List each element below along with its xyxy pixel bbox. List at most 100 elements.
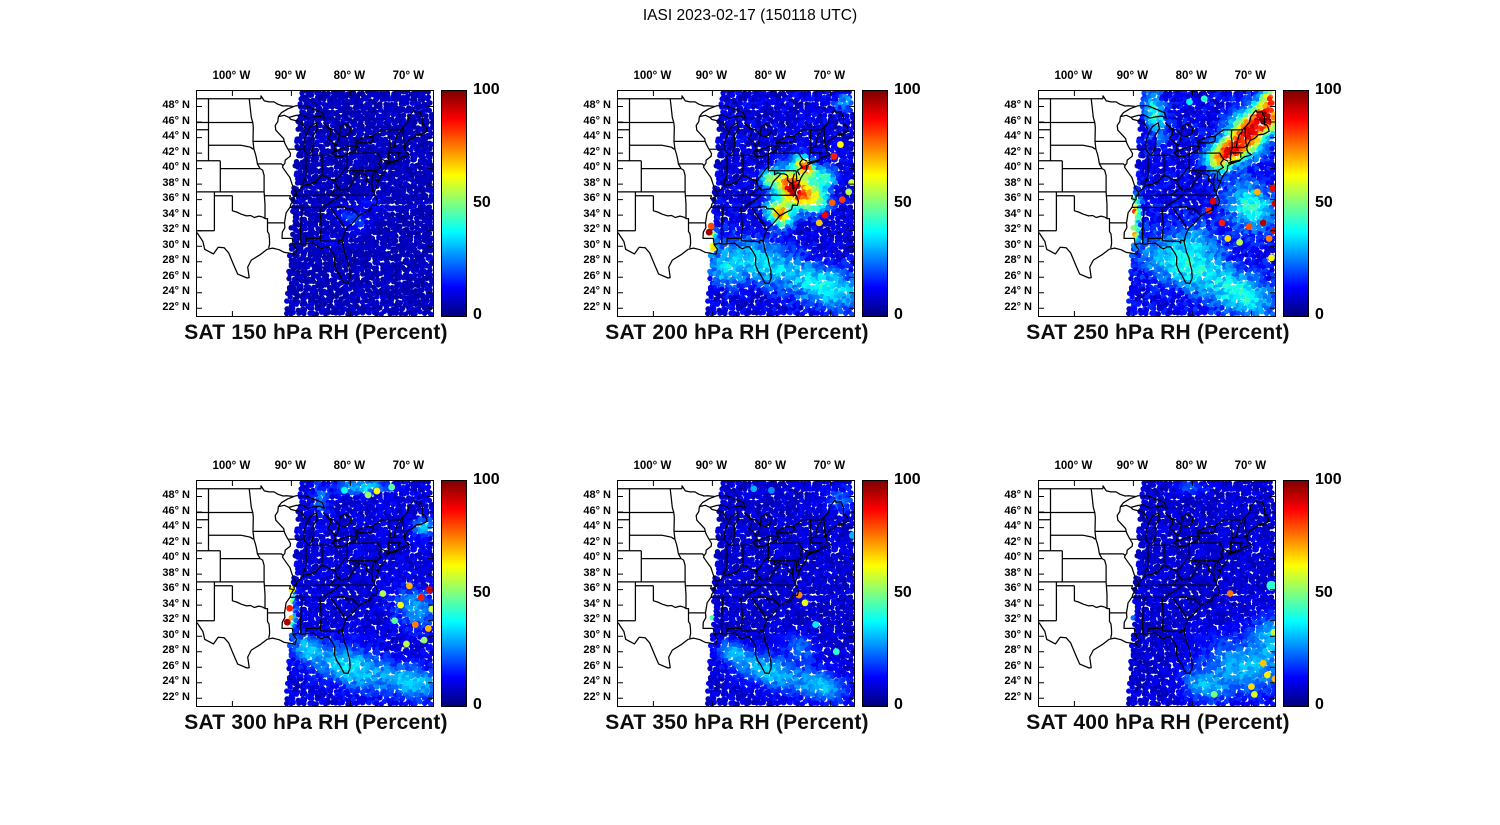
lat-axis-label: 44° N [162, 520, 190, 533]
lat-axis-label: 42° N [162, 535, 190, 548]
lat-axis-label: 30° N [583, 238, 611, 251]
colorbar-min-label: 0 [1315, 306, 1324, 323]
colorbar [862, 90, 888, 317]
lat-axis-label: 44° N [583, 130, 611, 143]
lat-axis-label: 34° N [583, 597, 611, 610]
colorbar [441, 480, 467, 707]
figure-title: IASI 2023-02-17 (150118 UTC) [642, 7, 858, 24]
lat-axis-label: 36° N [1004, 192, 1032, 205]
rh-swath-canvas [618, 91, 854, 316]
lat-axis-label: 40° N [1004, 551, 1032, 564]
lat-axis-label: 42° N [162, 145, 190, 158]
colorbar-mid-label: 50 [473, 193, 491, 211]
lat-axis-label: 48° N [1004, 489, 1032, 502]
axis-ticks [618, 481, 854, 706]
lon-axis-label: 100° W [1054, 70, 1093, 82]
axis-ticks [197, 481, 433, 706]
lat-axis-label: 36° N [162, 192, 190, 205]
lat-axis-label: 38° N [1004, 176, 1032, 189]
lon-axis-label: 90° W [695, 70, 728, 82]
lat-axis-label: 46° N [583, 504, 611, 517]
lat-axis-label: 28° N [1004, 254, 1032, 267]
lat-axis-label: 32° N [1004, 223, 1032, 236]
lon-axis-label: 90° W [1116, 70, 1149, 82]
lat-axis-label: 40° N [583, 551, 611, 564]
lat-axis-label: 42° N [583, 145, 611, 158]
rh-swath-canvas [618, 481, 854, 706]
state-borders-map [197, 91, 433, 316]
state-borders-map [618, 91, 854, 316]
lat-axis-label: 22° N [583, 300, 611, 313]
lat-axis-label: 32° N [1004, 613, 1032, 626]
lat-axis-label: 32° N [583, 223, 611, 236]
lon-axis-label: 80° W [754, 70, 787, 82]
lon-axis-label: 80° W [333, 70, 366, 82]
lat-axis-label: 48° N [162, 99, 190, 112]
lon-axis-label: 100° W [212, 70, 251, 82]
lat-axis-label: 38° N [162, 566, 190, 579]
lat-axis-label: 48° N [583, 489, 611, 502]
colorbar-min-label: 0 [894, 696, 903, 713]
lat-axis-label: 42° N [1004, 145, 1032, 158]
colorbar-gradient [1284, 481, 1308, 706]
lat-axis-label: 38° N [1004, 566, 1032, 579]
colorbar-min-label: 0 [473, 696, 482, 713]
lon-axis-label: 90° W [1116, 460, 1149, 472]
lat-axis-label: 44° N [1004, 130, 1032, 143]
lat-axis-label: 32° N [162, 613, 190, 626]
colorbar-max-label: 100 [1315, 471, 1342, 488]
colorbar-mid-label: 50 [1315, 583, 1333, 601]
lat-axis-label: 34° N [1004, 207, 1032, 220]
colorbar-gradient [1284, 91, 1308, 316]
panel-title: SAT 300 hPa RH (Percent) [184, 711, 448, 734]
colorbar [1283, 90, 1309, 317]
colorbar-gradient [442, 481, 466, 706]
colorbar [862, 480, 888, 707]
lon-axis-label: 70° W [392, 70, 425, 82]
rh-swath-canvas [197, 91, 433, 316]
map-axes [196, 90, 434, 317]
lon-axis-label: 90° W [274, 460, 307, 472]
lat-axis-label: 22° N [162, 690, 190, 703]
colorbar-min-label: 0 [1315, 696, 1324, 713]
lat-axis-label: 28° N [583, 644, 611, 657]
lat-axis-label: 44° N [583, 520, 611, 533]
colorbar-gradient [442, 91, 466, 316]
rh-swath-canvas [1039, 481, 1275, 706]
colorbar-min-label: 0 [473, 306, 482, 323]
lat-axis-label: 36° N [583, 192, 611, 205]
lat-axis-label: 26° N [583, 269, 611, 282]
lat-axis-label: 46° N [162, 504, 190, 517]
lat-axis-label: 28° N [1004, 644, 1032, 657]
state-borders-map [1039, 91, 1275, 316]
lat-axis-label: 26° N [583, 659, 611, 672]
lat-axis-label: 32° N [583, 613, 611, 626]
lon-axis-label: 70° W [1234, 460, 1267, 472]
lon-axis-label: 100° W [212, 460, 251, 472]
lat-axis-label: 26° N [162, 269, 190, 282]
state-borders-map [1039, 481, 1275, 706]
panel-title: SAT 200 hPa RH (Percent) [605, 321, 869, 344]
colorbar-max-label: 100 [894, 471, 921, 488]
lon-axis-label: 100° W [633, 70, 672, 82]
colorbar-gradient [863, 481, 887, 706]
panel-title: SAT 350 hPa RH (Percent) [605, 711, 869, 734]
lat-axis-label: 42° N [583, 535, 611, 548]
lat-axis-label: 26° N [1004, 269, 1032, 282]
lat-axis-label: 22° N [1004, 690, 1032, 703]
colorbar-mid-label: 50 [1315, 193, 1333, 211]
lat-axis-label: 22° N [583, 690, 611, 703]
lon-axis-label: 80° W [1175, 70, 1208, 82]
lat-axis-label: 40° N [583, 161, 611, 174]
colorbar-max-label: 100 [473, 471, 500, 488]
rh-swath-canvas [1039, 91, 1275, 316]
map-axes [1038, 90, 1276, 317]
colorbar-max-label: 100 [894, 81, 921, 98]
colorbar-max-label: 100 [1315, 81, 1342, 98]
lat-axis-label: 28° N [162, 644, 190, 657]
axis-ticks [618, 91, 854, 316]
lat-axis-label: 40° N [1004, 161, 1032, 174]
lat-axis-label: 22° N [162, 300, 190, 313]
lat-axis-label: 30° N [162, 238, 190, 251]
